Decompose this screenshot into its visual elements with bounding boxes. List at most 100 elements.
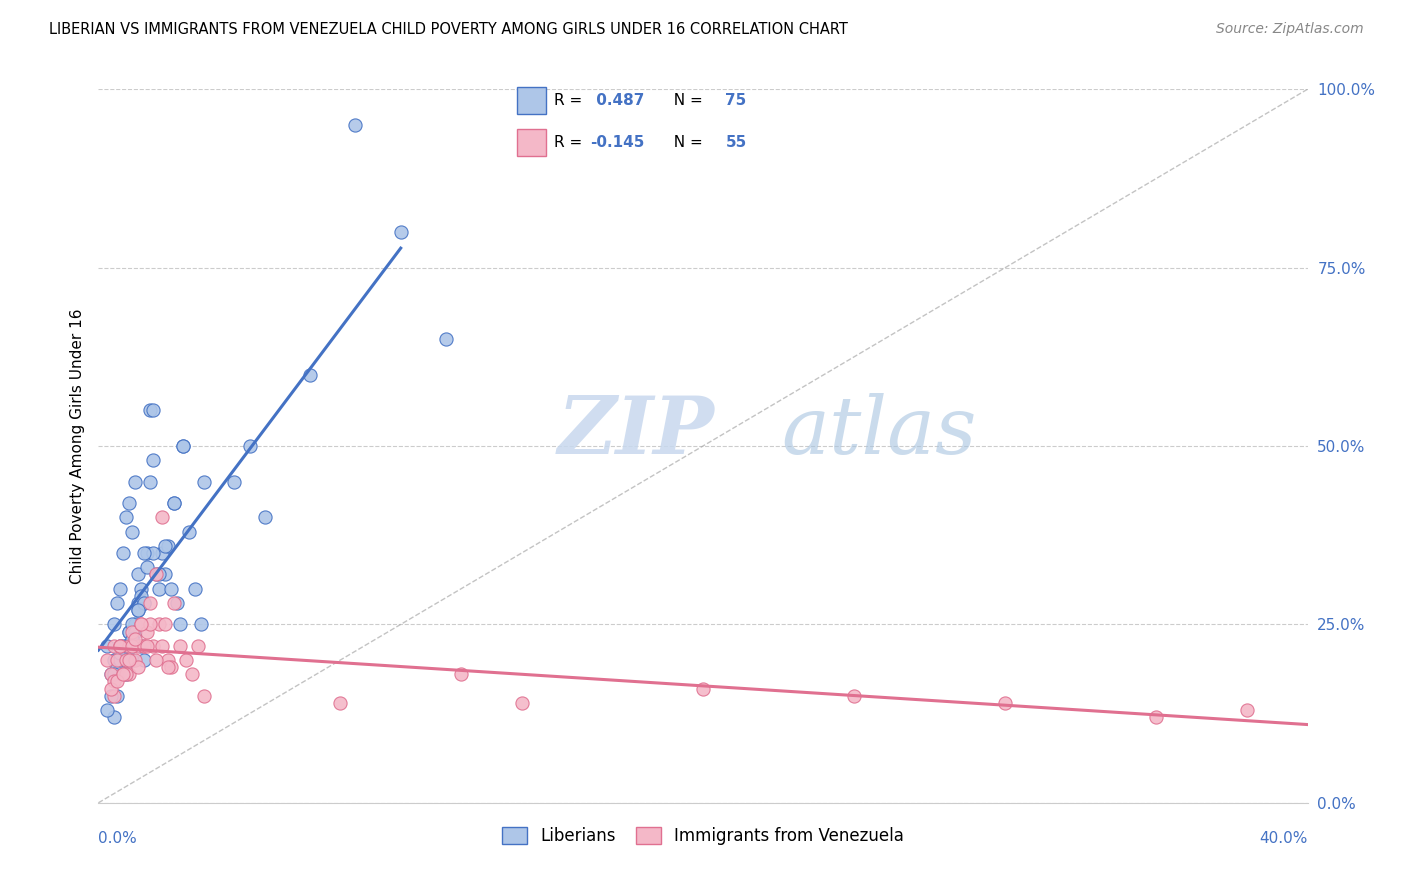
Point <box>118 496 141 510</box>
Point <box>118 639 141 653</box>
Point <box>132 596 155 610</box>
Point <box>1146 710 1168 724</box>
Text: 0.0%: 0.0% <box>98 831 138 847</box>
Point <box>163 496 186 510</box>
Point <box>96 653 118 667</box>
Point <box>111 546 134 560</box>
Text: ZIP: ZIP <box>558 393 714 470</box>
Point <box>103 710 125 724</box>
Point <box>127 567 149 582</box>
Point <box>166 596 188 610</box>
Point <box>172 439 194 453</box>
Point <box>1236 703 1258 717</box>
Point <box>121 624 143 639</box>
Point <box>150 510 173 524</box>
FancyBboxPatch shape <box>517 87 546 114</box>
Point <box>105 660 128 674</box>
Text: atlas: atlas <box>782 393 977 470</box>
Point <box>434 332 457 346</box>
Point <box>105 674 128 689</box>
Point <box>127 639 149 653</box>
Legend: Liberians, Immigrants from Venezuela: Liberians, Immigrants from Venezuela <box>495 820 911 852</box>
Point <box>129 582 152 596</box>
Point <box>132 596 155 610</box>
Point <box>108 582 131 596</box>
Point <box>124 617 146 632</box>
Text: N =: N = <box>664 94 707 108</box>
Point <box>389 225 412 239</box>
Point <box>121 617 143 632</box>
Point <box>174 653 197 667</box>
Point <box>145 567 167 582</box>
Point <box>450 667 472 681</box>
Point <box>239 439 262 453</box>
Point <box>129 617 152 632</box>
Point <box>114 639 136 653</box>
Point <box>344 118 367 132</box>
Point <box>132 546 155 560</box>
Point <box>114 667 136 681</box>
Point <box>163 496 186 510</box>
Point <box>139 596 162 610</box>
Point <box>118 653 141 667</box>
Point <box>156 539 179 553</box>
Point <box>114 639 136 653</box>
Point <box>135 546 157 560</box>
Point <box>193 475 215 489</box>
Text: R =: R = <box>554 94 588 108</box>
Point <box>510 696 533 710</box>
Text: 0.487: 0.487 <box>591 94 644 108</box>
Point <box>108 646 131 660</box>
Point <box>142 546 165 560</box>
Point <box>169 639 191 653</box>
Point <box>103 674 125 689</box>
Point <box>135 624 157 639</box>
Point <box>163 596 186 610</box>
Point <box>121 524 143 539</box>
Point <box>329 696 352 710</box>
Point <box>108 639 131 653</box>
Point <box>160 660 183 674</box>
Point <box>105 653 128 667</box>
Point <box>156 653 179 667</box>
Point <box>127 596 149 610</box>
Text: -0.145: -0.145 <box>591 136 645 150</box>
Point <box>169 617 191 632</box>
FancyBboxPatch shape <box>517 129 546 156</box>
Point <box>132 639 155 653</box>
Point <box>132 639 155 653</box>
Point <box>142 403 165 417</box>
Point <box>150 639 173 653</box>
Point <box>114 667 136 681</box>
Point <box>108 653 131 667</box>
Point <box>114 510 136 524</box>
Point <box>193 689 215 703</box>
Text: LIBERIAN VS IMMIGRANTS FROM VENEZUELA CHILD POVERTY AMONG GIRLS UNDER 16 CORRELA: LIBERIAN VS IMMIGRANTS FROM VENEZUELA CH… <box>49 22 848 37</box>
Point <box>129 589 152 603</box>
Point <box>103 653 125 667</box>
Point <box>145 567 167 582</box>
Point <box>124 475 146 489</box>
Point <box>121 653 143 667</box>
Point <box>179 524 201 539</box>
Point <box>148 582 170 596</box>
Point <box>100 689 122 703</box>
Point <box>103 667 125 681</box>
Point <box>142 453 165 467</box>
Point <box>111 653 134 667</box>
Point <box>127 603 149 617</box>
Point <box>139 475 162 489</box>
Point <box>156 660 179 674</box>
Point <box>124 653 146 667</box>
Point <box>105 689 128 703</box>
Point <box>100 667 122 681</box>
Text: 75: 75 <box>725 94 747 108</box>
Point <box>111 667 134 681</box>
Point <box>145 653 167 667</box>
Point <box>142 639 165 653</box>
Text: 55: 55 <box>725 136 747 150</box>
Point <box>100 667 122 681</box>
Point <box>129 617 152 632</box>
Point <box>135 639 157 653</box>
Point <box>160 582 183 596</box>
